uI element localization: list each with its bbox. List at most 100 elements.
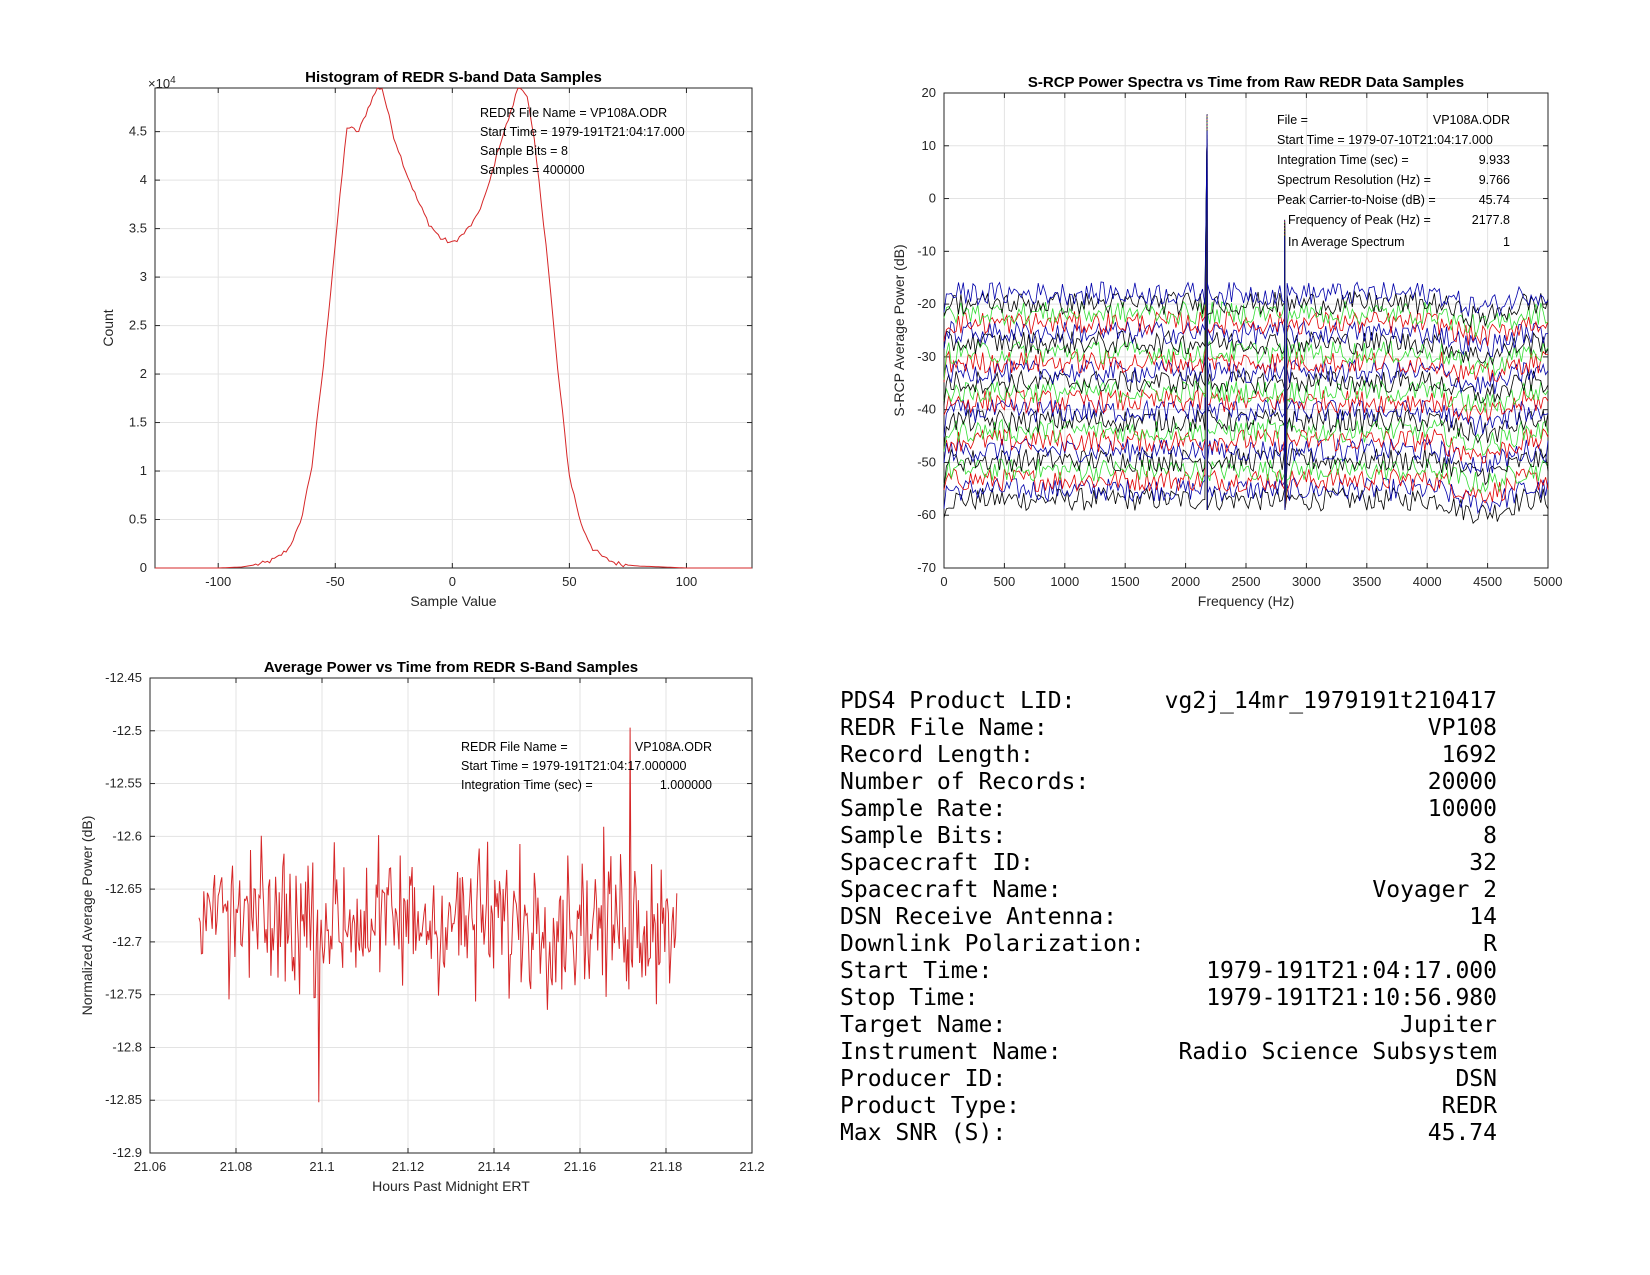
info-label: Spacecraft Name: bbox=[840, 877, 1062, 903]
spectrum-line bbox=[943, 124, 1549, 510]
spectrum-line bbox=[943, 128, 1549, 510]
spectra-y-tick-label: -70 bbox=[917, 560, 936, 575]
info-label: Max SNR (S): bbox=[840, 1120, 1006, 1146]
spectra-x-tick-label: 0 bbox=[940, 574, 947, 589]
histogram-y-tick-label: 4 bbox=[140, 172, 147, 187]
histogram-x-tick-label: -100 bbox=[205, 574, 231, 589]
spectra-annotation-label: In Average Spectrum bbox=[1288, 235, 1405, 249]
spectra-annotation-value: 45.74 bbox=[1479, 193, 1510, 207]
spectrum-line bbox=[943, 123, 1549, 510]
info-value: VP108 bbox=[1428, 715, 1497, 741]
info-label: Target Name: bbox=[840, 1012, 1006, 1038]
spectra-annotation-label: File = bbox=[1277, 113, 1308, 127]
product-info-table: PDS4 Product LID: vg2j_14mr_1979191t21041… bbox=[840, 688, 1497, 1146]
spectra-x-tick-label: 4500 bbox=[1473, 574, 1502, 589]
spectrum-line bbox=[943, 119, 1549, 510]
spectra-y-tick-label: 20 bbox=[922, 85, 936, 100]
spectrum-line bbox=[943, 129, 1549, 510]
info-label: Stop Time: bbox=[840, 985, 978, 1011]
spectra-annotation-value: 1 bbox=[1503, 235, 1510, 249]
info-value: 1979-191T21:10:56.980 bbox=[1206, 985, 1497, 1011]
histogram-annotation: Start Time = 1979-191T21:04:17.000 bbox=[480, 125, 685, 139]
power-x-tick-label: 21.12 bbox=[392, 1159, 425, 1174]
power-x-tick-label: 21.18 bbox=[650, 1159, 683, 1174]
spectra-y-tick-label: -40 bbox=[917, 402, 936, 417]
info-label: Sample Rate: bbox=[840, 796, 1006, 822]
spectra-annotation-value: 2177.8 bbox=[1472, 213, 1510, 227]
spectra-x-tick-label: 2000 bbox=[1171, 574, 1200, 589]
spectrum-line bbox=[943, 127, 1549, 510]
histogram-y-axis-label: Count bbox=[100, 309, 116, 346]
spectrum-line bbox=[943, 130, 1549, 510]
spectra-x-tick-label: 3500 bbox=[1352, 574, 1381, 589]
info-label: Start Time: bbox=[840, 958, 992, 984]
spectra-plot-frame bbox=[943, 92, 1549, 569]
power-y-tick-label: -12.9 bbox=[112, 1145, 142, 1160]
power-annotation-label: Integration Time (sec) = bbox=[461, 778, 593, 792]
spectrum-line bbox=[943, 117, 1549, 510]
histogram-exponent-power: 4 bbox=[170, 75, 176, 86]
info-value: Radio Science Subsystem bbox=[1179, 1039, 1498, 1065]
info-value: R bbox=[1483, 931, 1497, 957]
info-value: vg2j_14mr_1979191t210417 bbox=[1165, 688, 1497, 714]
histogram-x-tick-label: 0 bbox=[449, 574, 456, 589]
histogram-y-tick-label: 3.5 bbox=[129, 221, 147, 236]
spectra-x-tick-label: 4000 bbox=[1413, 574, 1442, 589]
histogram-y-tick-label: 3 bbox=[140, 269, 147, 284]
histogram-x-axis-label: Sample Value bbox=[410, 593, 496, 609]
info-label: Spacecraft ID: bbox=[840, 850, 1034, 876]
spectra-x-tick-label: 1500 bbox=[1111, 574, 1140, 589]
power-annotation-value: 1.000000 bbox=[660, 778, 712, 792]
info-value: 45.74 bbox=[1428, 1120, 1497, 1146]
power-y-tick-label: -12.8 bbox=[112, 1039, 142, 1054]
power-y-tick-label: -12.55 bbox=[105, 776, 142, 791]
histogram-annotation: Samples = 400000 bbox=[480, 163, 585, 177]
histogram-y-tick-label: 0 bbox=[140, 560, 147, 575]
spectra-annotation-label: Frequency of Peak (Hz) = bbox=[1288, 213, 1431, 227]
power-y-tick-label: -12.75 bbox=[105, 987, 142, 1002]
histogram-y-tick-label: 1.5 bbox=[129, 415, 147, 430]
power-line bbox=[198, 727, 678, 1103]
spectrum-line bbox=[943, 115, 1549, 510]
spectrum-line bbox=[943, 114, 1549, 515]
spectra-x-tick-label: 5000 bbox=[1534, 574, 1563, 589]
histogram-annotation: REDR File Name = VP108A.ODR bbox=[480, 106, 667, 120]
power-x-axis-label: Hours Past Midnight ERT bbox=[372, 1178, 530, 1194]
spectra-x-tick-label: 3000 bbox=[1292, 574, 1321, 589]
spectra-annotation-value: 9.766 bbox=[1479, 173, 1510, 187]
histogram-y-tick-label: 2.5 bbox=[129, 318, 147, 333]
info-label: REDR File Name: bbox=[840, 715, 1048, 741]
spectra-y-tick-label: -30 bbox=[917, 349, 936, 364]
spectra-x-tick-label: 500 bbox=[994, 574, 1016, 589]
spectra-y-tick-label: -20 bbox=[917, 296, 936, 311]
spectrum-line bbox=[943, 129, 1549, 510]
power-y-tick-label: -12.45 bbox=[105, 670, 142, 685]
info-label: Instrument Name: bbox=[840, 1039, 1062, 1065]
power-y-tick-label: -12.65 bbox=[105, 881, 142, 896]
power-annotation-label: Start Time = 1979-191T21:04:17.000000 bbox=[461, 759, 687, 773]
histogram-annotation: Sample Bits = 8 bbox=[480, 144, 568, 158]
info-label: Number of Records: bbox=[840, 769, 1089, 795]
power-x-tick-label: 21.06 bbox=[134, 1159, 167, 1174]
info-value: 14 bbox=[1469, 904, 1497, 930]
spectra-annotation-value: 9.933 bbox=[1479, 153, 1510, 167]
histogram-line bbox=[155, 87, 752, 569]
info-value: 32 bbox=[1469, 850, 1497, 876]
info-label: Product Type: bbox=[840, 1093, 1020, 1119]
spectra-annotation-label: Start Time = 1979-07-10T21:04:17.000 bbox=[1277, 133, 1493, 147]
power-chart: 21.06 21.08 21.1 21.12 21.14 21.16 21.18 21.2 -1… bbox=[79, 659, 765, 1194]
info-label: Sample Bits: bbox=[840, 823, 1006, 849]
power-x-tick-label: 21.2 bbox=[739, 1159, 764, 1174]
spectra-chart: 0 500 1000 1500 2000 2500 3000 3500 4000 4500 5000… bbox=[891, 74, 1562, 609]
spectra-annotation-label: Spectrum Resolution (Hz) = bbox=[1277, 173, 1431, 187]
histogram-y-tick-label: 2 bbox=[140, 366, 147, 381]
info-value: Voyager 2 bbox=[1372, 877, 1497, 903]
power-title: Average Power vs Time from REDR S-Band S… bbox=[264, 659, 638, 676]
histogram-y-tick-label: 1 bbox=[140, 463, 147, 478]
power-annotation-label: REDR File Name = bbox=[461, 740, 568, 754]
spectrum-line bbox=[943, 114, 1549, 524]
info-value: 1979-191T21:04:17.000 bbox=[1206, 958, 1497, 984]
spectrum-line bbox=[943, 118, 1549, 510]
histogram-x-tick-label: 100 bbox=[676, 574, 698, 589]
